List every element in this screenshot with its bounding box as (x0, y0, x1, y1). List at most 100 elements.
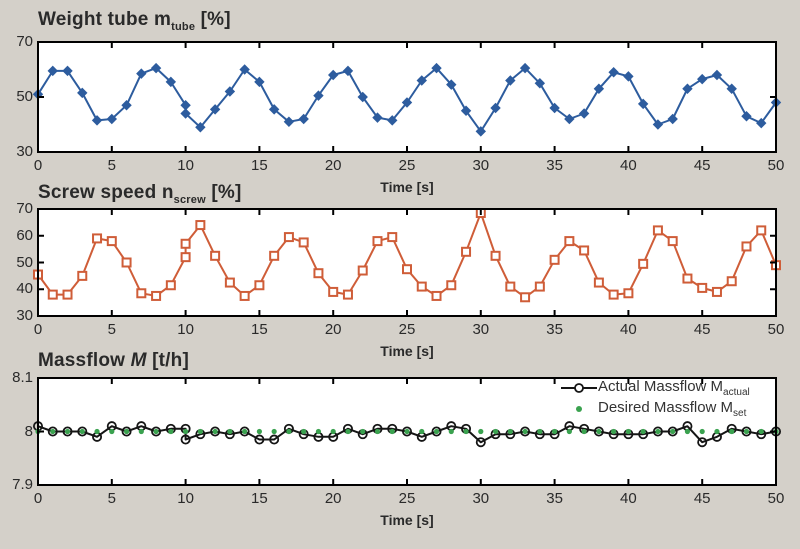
square-marker (180, 252, 191, 263)
diamond-marker (637, 98, 649, 110)
diamond-marker (298, 113, 309, 125)
diamond-marker (608, 67, 619, 78)
diamond-marker (549, 102, 560, 114)
axis-box (37, 41, 777, 153)
dot-marker (492, 428, 499, 435)
square-marker (741, 241, 752, 252)
diamond-marker (460, 105, 472, 116)
circle-marker (667, 426, 678, 437)
diamond-marker (342, 65, 354, 77)
y-tick-label: 60 (16, 226, 33, 244)
x-tick-label: 15 (251, 157, 268, 174)
dot-marker (670, 428, 676, 435)
diamond-marker (401, 97, 413, 108)
square-marker (416, 281, 427, 292)
square-marker (682, 273, 693, 284)
dot-marker (227, 428, 233, 435)
square-marker (283, 232, 294, 243)
square-marker (254, 280, 265, 291)
x-tick-label: 15 (251, 321, 268, 338)
title-variable: M (130, 350, 147, 371)
square-marker (756, 225, 767, 236)
diamond-marker (372, 112, 383, 123)
series-line (37, 425, 777, 444)
x-tick-label: 30 (472, 321, 490, 338)
x-tick-label: 30 (472, 490, 490, 507)
legend-dot-sample (560, 403, 598, 415)
title-text: Screw speed n (38, 182, 174, 203)
diamond-marker (195, 122, 206, 133)
dot-marker (743, 428, 750, 435)
y-tick-label: 50 (16, 88, 33, 105)
diamond-marker (667, 113, 678, 125)
square-marker (564, 236, 575, 247)
square-marker (534, 281, 545, 292)
diamond-marker (106, 113, 117, 125)
diamond-marker (150, 62, 162, 74)
dot-marker (64, 428, 71, 435)
plot-background (38, 209, 776, 316)
square-marker (638, 258, 649, 269)
dot-marker (79, 428, 85, 435)
dot-marker (109, 428, 115, 435)
square-marker (210, 250, 221, 261)
legend-label-subscript: actual (723, 386, 750, 398)
x-tick-label: 45 (693, 157, 711, 174)
series-line (37, 212, 777, 299)
square-marker (269, 250, 280, 261)
title-unit: [t/h] (146, 350, 189, 371)
legend-label-desired: Desired Massflow Mset (598, 399, 746, 419)
square-marker (667, 236, 678, 247)
x-axis-label-screw-speed: Time [s] (380, 343, 434, 359)
square-marker (239, 290, 250, 301)
x-tick-label: 25 (398, 490, 416, 507)
legend-entry-desired-massflow: Desired Massflow Mset (560, 398, 750, 419)
x-tick-label: 5 (107, 321, 116, 338)
diamond-marker (224, 86, 236, 97)
square-marker (520, 292, 531, 303)
dot-marker (138, 428, 144, 435)
y-tick-label: 30 (16, 307, 33, 324)
square-marker (357, 265, 368, 276)
circle-marker (77, 426, 88, 437)
diamond-marker (623, 71, 634, 82)
square-marker (372, 236, 383, 247)
dot-marker (197, 428, 203, 435)
dot-marker (463, 428, 469, 435)
x-axis-label-massflow: Time [s] (380, 512, 434, 528)
dot-marker (625, 428, 632, 435)
y-tick-label: 8 (24, 422, 33, 440)
dot-marker (552, 428, 558, 435)
title-unit: [%] (195, 9, 231, 30)
circle-marker (254, 434, 265, 445)
dot-marker (507, 428, 513, 435)
dot-marker (271, 428, 277, 435)
square-marker (151, 290, 162, 301)
diamond-marker (711, 69, 723, 81)
square-marker (549, 254, 560, 265)
diamond-marker (741, 111, 752, 122)
diamond-marker (328, 69, 339, 81)
dot-marker (389, 428, 395, 435)
dot-marker (758, 428, 764, 435)
square-marker (328, 286, 339, 297)
legend-dot-marker-icon (576, 405, 582, 412)
diamond-marker (697, 73, 708, 85)
x-tick-label: 10 (177, 490, 194, 507)
circle-marker (121, 426, 132, 437)
plot-background (38, 42, 776, 152)
square-marker (461, 246, 472, 257)
diamond-marker (313, 90, 324, 101)
square-marker (165, 280, 176, 291)
legend: Actual Massflow Mactual Desired Massflow… (560, 377, 750, 419)
legend-circle-marker-icon (574, 382, 584, 393)
x-tick-label: 45 (693, 490, 711, 507)
circle-marker (239, 426, 250, 437)
x-tick-label: 15 (251, 490, 268, 507)
title-unit: [%] (205, 182, 242, 203)
diamond-marker (387, 115, 398, 126)
square-marker (195, 220, 206, 231)
diamond-marker (416, 75, 427, 86)
y-tick-label: 70 (16, 33, 33, 50)
